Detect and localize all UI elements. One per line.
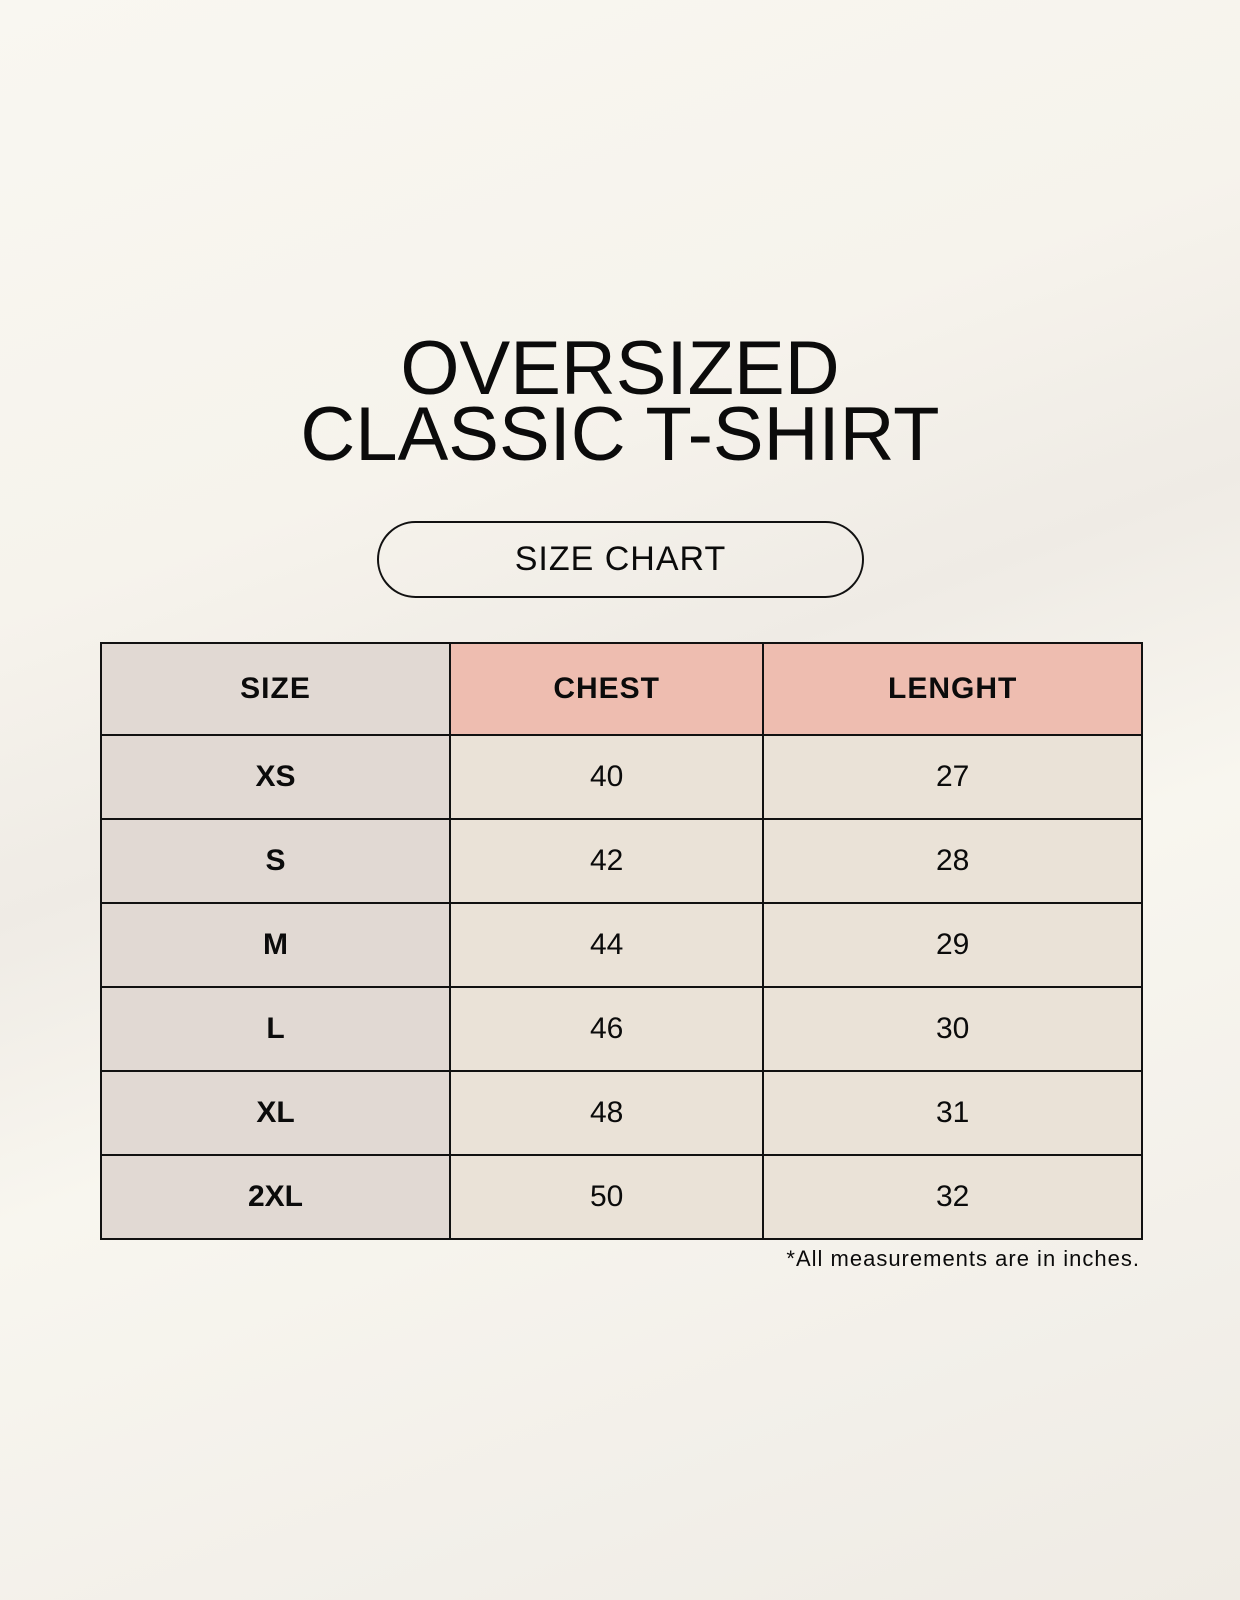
- size-table: SIZE CHEST LENGHT XS 40 27 S 42 28 M 44 29 L 46 30 X…: [100, 642, 1143, 1240]
- cell-chest: 48: [448, 1070, 765, 1156]
- cell-length: 29: [762, 902, 1143, 988]
- cell-size: M: [100, 902, 451, 988]
- cell-length: 30: [762, 986, 1143, 1072]
- table-row: XL 48 31: [100, 1070, 1143, 1156]
- cell-length: 27: [762, 734, 1143, 820]
- cell-chest: 40: [448, 734, 765, 820]
- cell-size: S: [100, 818, 451, 904]
- size-chart-badge: SIZE CHART: [377, 521, 864, 598]
- table-row: L 46 30: [100, 986, 1143, 1072]
- table-row: S 42 28: [100, 818, 1143, 904]
- cell-size: L: [100, 986, 451, 1072]
- table-row: XS 40 27: [100, 734, 1143, 820]
- header-size: SIZE: [100, 642, 451, 736]
- table-header-row: SIZE CHEST LENGHT: [100, 642, 1143, 736]
- cell-size: 2XL: [100, 1154, 451, 1240]
- footnote: *All measurements are in inches.: [786, 1246, 1140, 1271]
- table-row: 2XL 50 32: [100, 1154, 1143, 1240]
- table-row: M 44 29: [100, 902, 1143, 988]
- cell-chest: 50: [448, 1154, 765, 1240]
- cell-chest: 44: [448, 902, 765, 988]
- cell-size: XL: [100, 1070, 451, 1156]
- page-title: OVERSIZED CLASSIC T-SHIRT: [0, 326, 1240, 477]
- cell-chest: 42: [448, 818, 765, 904]
- cell-size: XS: [100, 734, 451, 820]
- title-line-1: OVERSIZED: [400, 326, 840, 411]
- cell-length: 32: [762, 1154, 1143, 1240]
- cell-length: 31: [762, 1070, 1143, 1156]
- header-chest: CHEST: [448, 642, 765, 736]
- cell-chest: 46: [448, 986, 765, 1072]
- cell-length: 28: [762, 818, 1143, 904]
- title-line-2: CLASSIC T-SHIRT: [300, 392, 940, 477]
- header-length: LENGHT: [762, 642, 1143, 736]
